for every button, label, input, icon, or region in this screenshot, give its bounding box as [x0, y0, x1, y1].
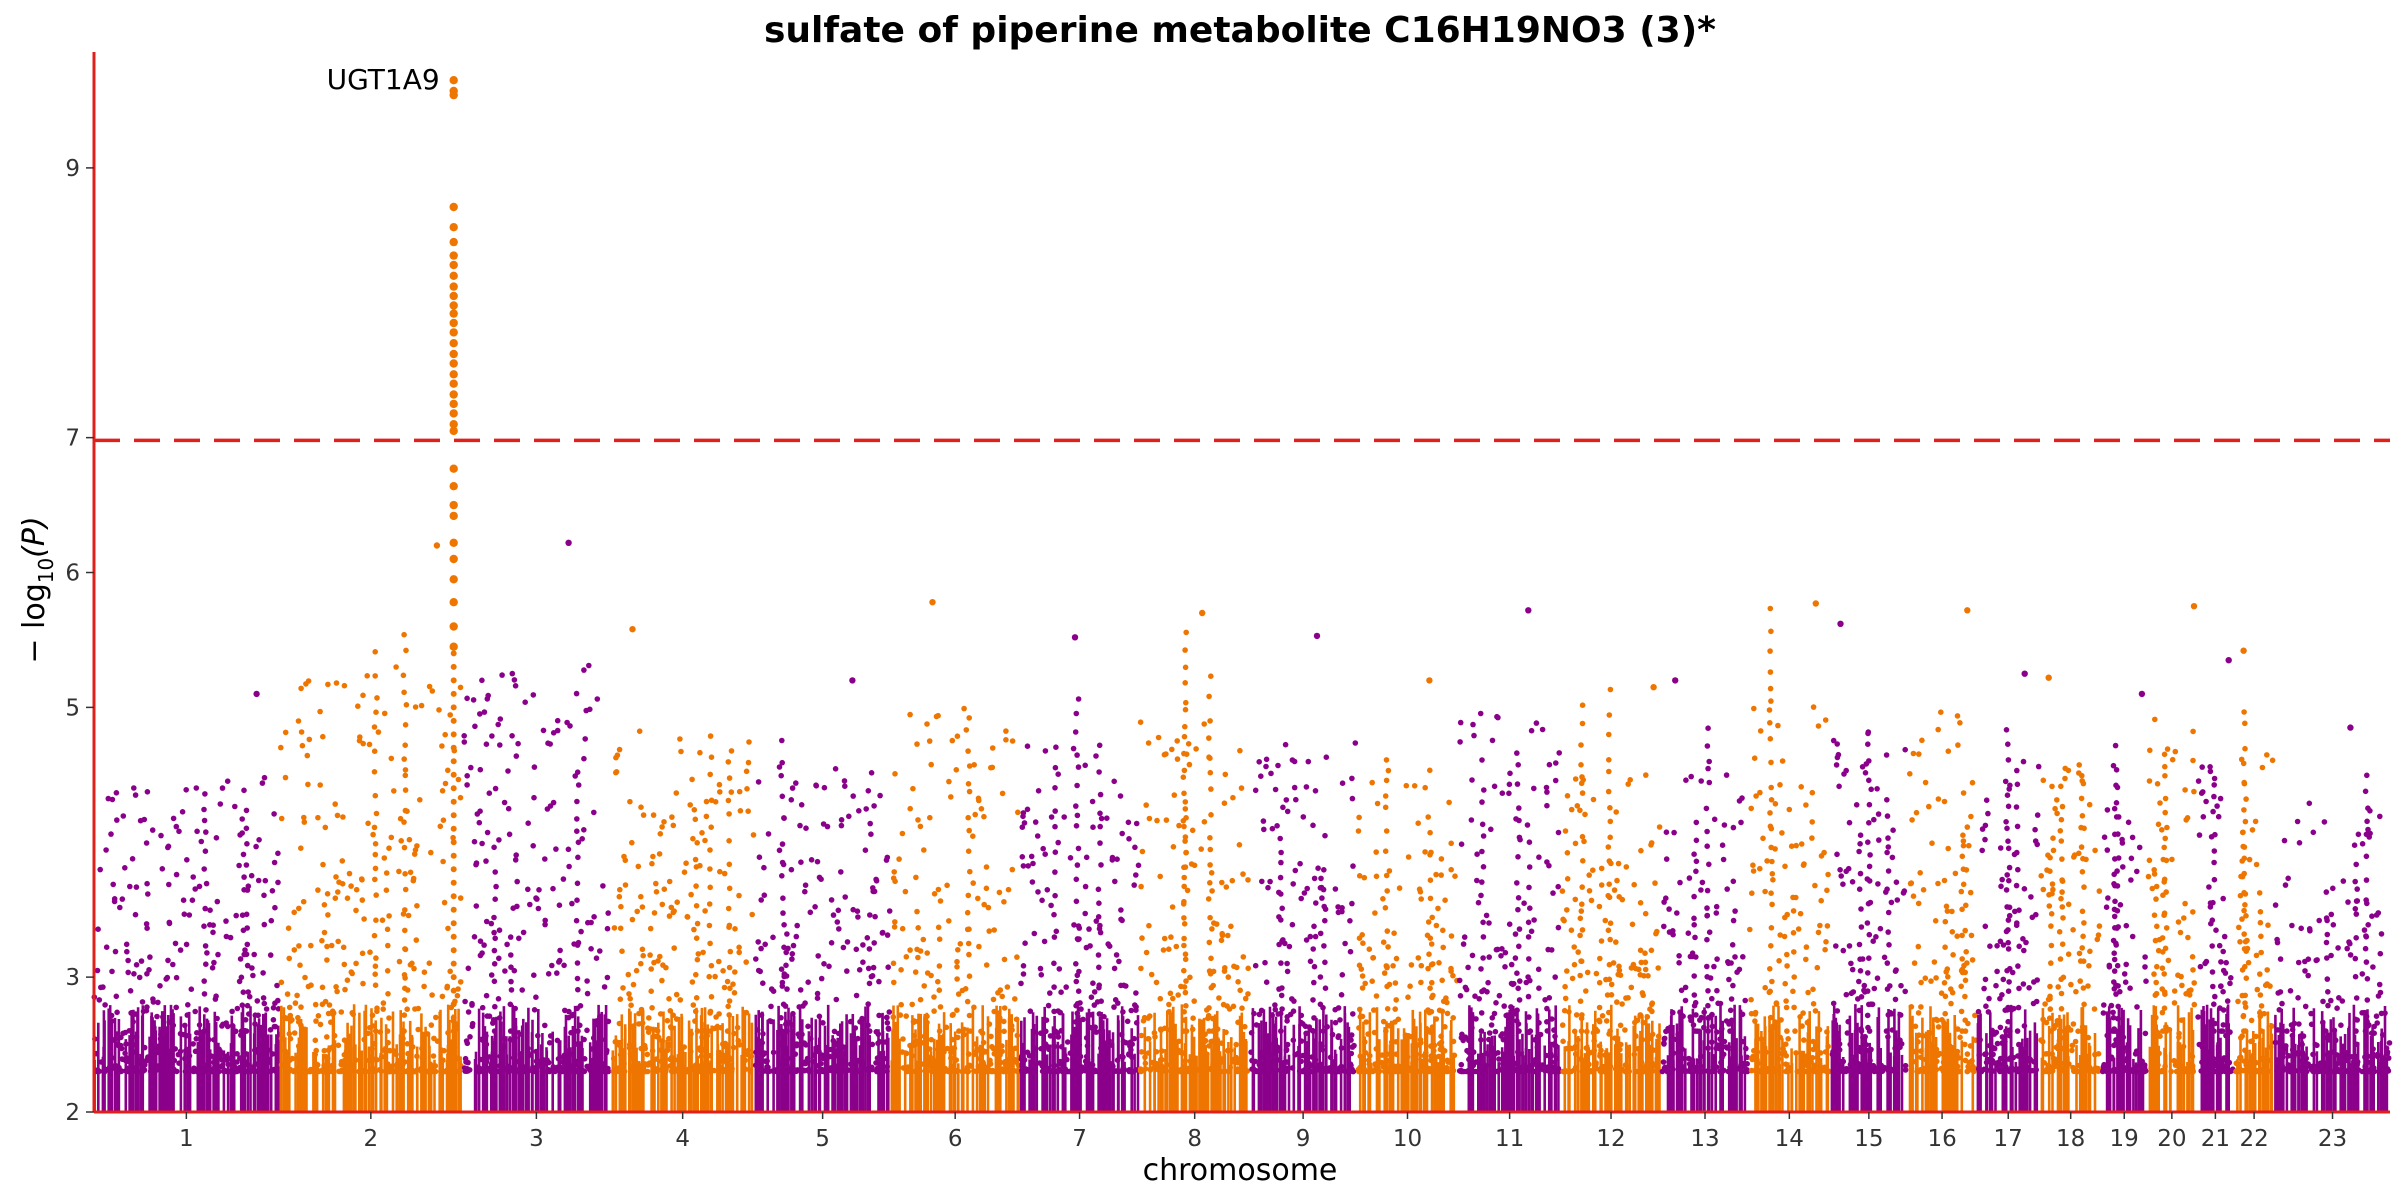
chromosome-21-points — [2195, 657, 2236, 1112]
lead-hit-point — [449, 349, 458, 359]
chromosome-15-points — [1829, 620, 1909, 1112]
lead-hit-point — [449, 90, 458, 100]
chromosome-13-points — [1659, 677, 1751, 1112]
lead-hit-point — [449, 237, 458, 247]
lead-hit-point — [449, 309, 458, 318]
y-axis-label-sub: 10 — [34, 558, 58, 583]
chromosome-4-points — [610, 626, 757, 1112]
lead-hit-point — [449, 500, 458, 510]
chromosome-16-points — [1907, 607, 1979, 1112]
y-tick-label: 9 — [65, 156, 80, 182]
x-tick-label: 7 — [1072, 1126, 1087, 1152]
chromosome-17-points — [1975, 670, 2042, 1112]
y-tick-label: 3 — [65, 965, 80, 991]
lead-hit-point — [449, 554, 458, 564]
y-tick-label: 5 — [65, 695, 80, 721]
chromosome-12-points — [1559, 684, 1663, 1112]
y-tick-label: 7 — [65, 426, 80, 452]
chromosome-1-points — [91, 690, 282, 1112]
lead-hit-point — [449, 379, 458, 388]
x-tick-label: 6 — [948, 1126, 963, 1152]
x-tick-label: 22 — [2239, 1126, 2268, 1152]
x-tick-label: 9 — [1296, 1126, 1311, 1152]
lead-hit-point — [449, 202, 458, 212]
lead-hit-point — [449, 464, 458, 473]
x-tick-label: 10 — [1393, 1126, 1422, 1152]
x-tick-label: 12 — [1596, 1126, 1625, 1152]
lead-hit-point — [449, 359, 458, 368]
x-tick-label: 23 — [2318, 1126, 2347, 1152]
lead-hit-point — [449, 622, 458, 631]
chromosome-10-points — [1355, 677, 1460, 1112]
lead-hit-point — [449, 575, 458, 584]
x-tick-label: 11 — [1495, 1126, 1524, 1152]
chromosome-2-points — [278, 542, 464, 1112]
x-tick-label: 2 — [363, 1126, 378, 1152]
x-tick-label: 1 — [179, 1126, 194, 1152]
plot-area — [91, 76, 2393, 1112]
lead-hit-point — [449, 511, 458, 521]
chromosome-20-points — [2145, 603, 2198, 1112]
chromosome-6-points — [890, 599, 1022, 1112]
lead-hit-point — [449, 318, 458, 328]
chromosome-23-points — [2272, 724, 2393, 1112]
lead-hit-points — [449, 76, 458, 1035]
chart-title: sulfate of piperine metabolite C16H19NO3… — [764, 10, 1716, 51]
y-tick-label: 6 — [65, 561, 80, 587]
lead-hit-point — [449, 642, 458, 651]
x-tick-label: 14 — [1775, 1126, 1804, 1152]
lead-hit-point — [449, 301, 458, 310]
x-tick-label: 3 — [529, 1126, 544, 1152]
lead-hit-point — [449, 482, 458, 491]
x-tick-label: 17 — [1994, 1126, 2023, 1152]
chromosome-22-points — [2233, 647, 2276, 1112]
lead-hit-point — [449, 282, 458, 291]
x-tick-label: 15 — [1854, 1126, 1883, 1152]
x-axis-label: chromosome — [1143, 1153, 1338, 1188]
y-tick-label: 2 — [65, 1100, 80, 1126]
x-tick-label: 19 — [2110, 1126, 2139, 1152]
y-axis-label-tail: (P) — [17, 516, 52, 558]
x-tick-label: 20 — [2157, 1126, 2186, 1152]
lead-hit-label: UGT1A9 — [327, 63, 440, 96]
chromosome-5-points — [752, 677, 893, 1112]
lead-hit-point — [449, 399, 458, 409]
lead-hit-point — [449, 328, 458, 337]
x-tick-label: 13 — [1690, 1126, 1719, 1152]
chromosome-14-points — [1747, 600, 1832, 1112]
lead-hit-point — [449, 271, 458, 280]
x-tick-label: 5 — [815, 1126, 830, 1152]
x-tick-label: 16 — [1927, 1126, 1956, 1152]
lead-hit-point — [449, 390, 458, 399]
chromosome-8-points — [1137, 609, 1251, 1112]
lead-hit-point — [449, 339, 458, 348]
lead-hit-point — [449, 223, 458, 232]
lead-hit-point — [449, 426, 458, 436]
lead-hit-point — [449, 76, 458, 85]
lead-hit-point — [449, 251, 458, 260]
chromosome-9-points — [1248, 632, 1359, 1112]
y-axis-label-main: − log — [17, 583, 52, 663]
lead-hit-point — [449, 598, 458, 607]
x-tick-label: 4 — [675, 1126, 690, 1152]
chromosome-3-points — [461, 539, 612, 1112]
x-tick-label: 18 — [2056, 1126, 2085, 1152]
chromosome-11-points — [1456, 607, 1563, 1112]
y-ticks: 2 3 5 6 7 9 — [65, 156, 94, 1126]
lead-hit-point — [449, 370, 458, 379]
y-axis-label: − log10(P) — [17, 516, 58, 663]
lead-hit-point — [449, 260, 458, 270]
x-ticks: 1 2 3 4 5 6 7 8 9 10 11 12 13 14 15 16 17 18 19 20 21 22 23 — [179, 1112, 2347, 1152]
chromosome-7-points — [1018, 634, 1142, 1112]
x-tick-label: 8 — [1187, 1126, 1202, 1152]
lead-hit-point — [449, 420, 458, 429]
lead-hit-point — [449, 291, 458, 301]
chromosome-18-points — [2038, 674, 2103, 1112]
lead-hit-point — [449, 538, 458, 547]
x-tick-label: 21 — [2201, 1126, 2230, 1152]
lead-hit-point — [449, 409, 458, 418]
chromosome-19-points — [2100, 690, 2149, 1112]
